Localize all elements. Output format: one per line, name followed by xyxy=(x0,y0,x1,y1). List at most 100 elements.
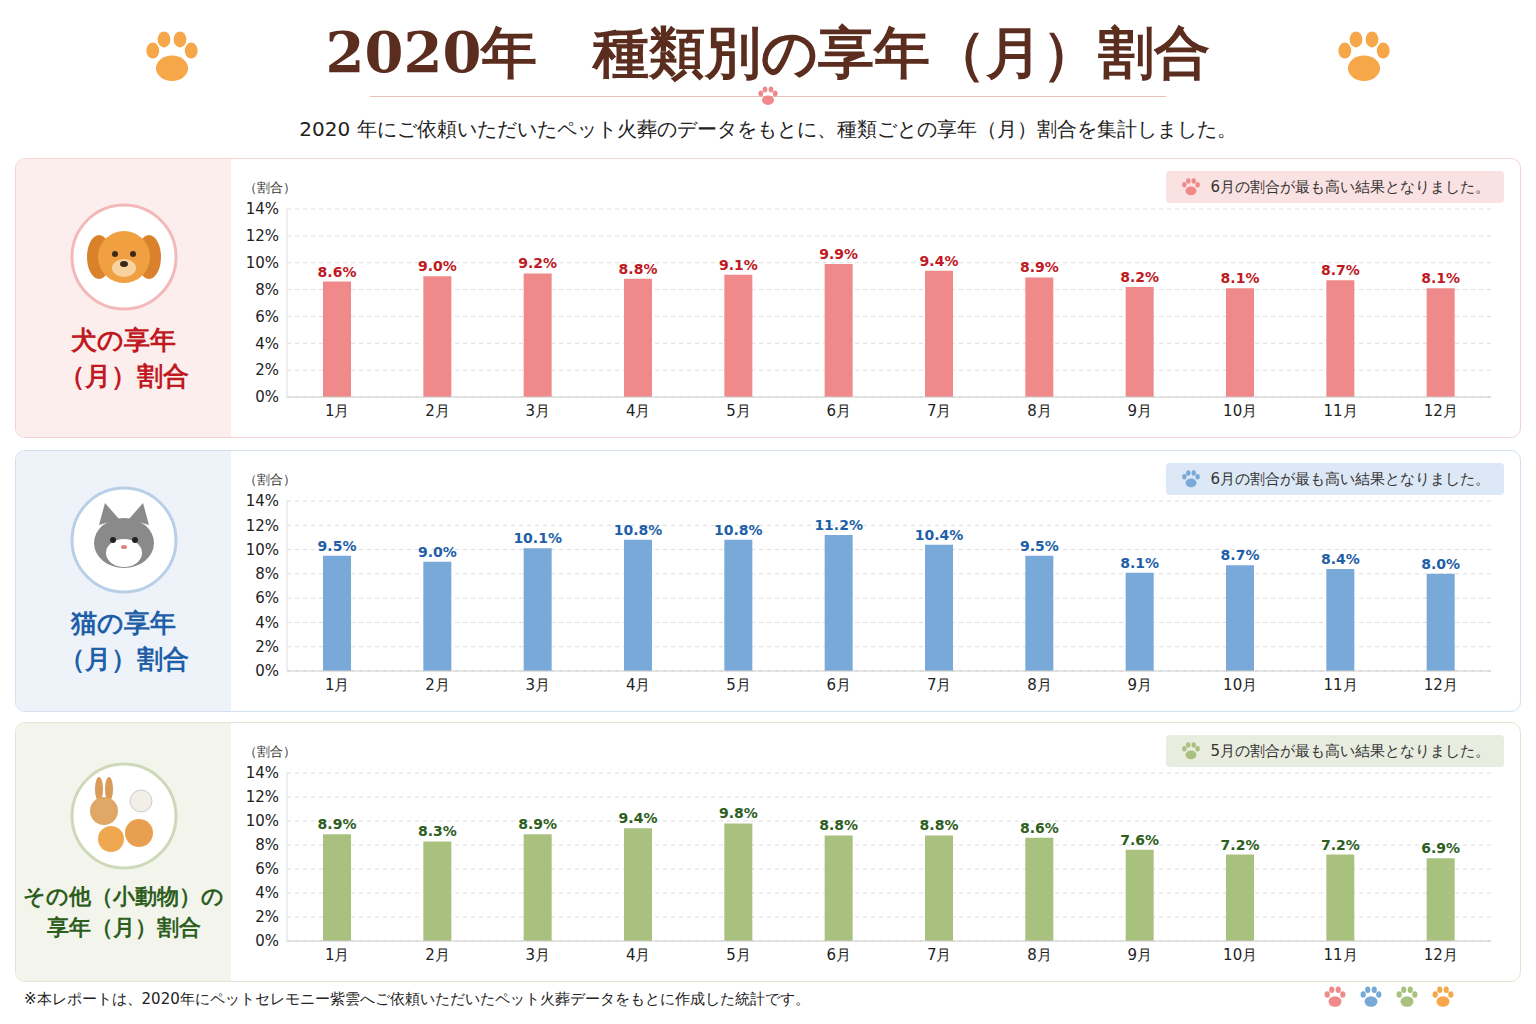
svg-text:7.2%: 7.2% xyxy=(1221,837,1260,853)
svg-text:10.8%: 10.8% xyxy=(714,522,763,538)
svg-text:9.4%: 9.4% xyxy=(920,253,959,269)
svg-text:11月: 11月 xyxy=(1323,402,1357,420)
svg-text:7.6%: 7.6% xyxy=(1120,832,1159,848)
svg-text:4月: 4月 xyxy=(626,676,651,694)
svg-text:10月: 10月 xyxy=(1223,402,1257,420)
svg-text:4月: 4月 xyxy=(626,402,651,420)
svg-text:0%: 0% xyxy=(255,932,279,950)
svg-text:8.7%: 8.7% xyxy=(1321,262,1360,278)
svg-text:6.9%: 6.9% xyxy=(1421,840,1460,856)
svg-text:9.8%: 9.8% xyxy=(719,805,758,821)
svg-text:9.2%: 9.2% xyxy=(518,255,557,271)
html-text:2020年 種類別の享年（月）割合: 2020年 種類別の享年（月）割合 xyxy=(325,19,1211,85)
svg-text:3月: 3月 xyxy=(526,402,551,420)
svg-text:12月: 12月 xyxy=(1424,676,1458,694)
svg-text:2月: 2月 xyxy=(425,402,450,420)
svg-text:14%: 14% xyxy=(246,200,279,218)
svg-text:4%: 4% xyxy=(255,614,279,632)
svg-text:8月: 8月 xyxy=(1027,402,1052,420)
svg-text:8.8%: 8.8% xyxy=(819,817,858,833)
svg-text:2%: 2% xyxy=(255,638,279,656)
svg-text:12%: 12% xyxy=(246,788,279,806)
svg-text:8.8%: 8.8% xyxy=(619,261,658,277)
svg-text:8.0%: 8.0% xyxy=(1421,556,1460,572)
svg-text:10.1%: 10.1% xyxy=(513,530,562,546)
svg-text:9.0%: 9.0% xyxy=(418,544,457,560)
svg-text:0%: 0% xyxy=(255,388,279,406)
svg-text:8.9%: 8.9% xyxy=(1020,259,1059,275)
svg-text:8.1%: 8.1% xyxy=(1120,555,1159,571)
svg-text:9月: 9月 xyxy=(1128,676,1153,694)
svg-text:10%: 10% xyxy=(246,812,279,830)
svg-text:4%: 4% xyxy=(255,335,279,353)
svg-text:8.9%: 8.9% xyxy=(318,816,357,832)
svg-text:8.1%: 8.1% xyxy=(1421,270,1460,286)
svg-text:6%: 6% xyxy=(255,860,279,878)
svg-text:5月: 5月 xyxy=(726,402,751,420)
svg-text:7月: 7月 xyxy=(927,946,952,964)
svg-text:9.9%: 9.9% xyxy=(819,246,858,262)
svg-text:6%: 6% xyxy=(255,308,279,326)
svg-text:8.7%: 8.7% xyxy=(1221,547,1260,563)
svg-text:8.2%: 8.2% xyxy=(1120,269,1159,285)
svg-text:1月: 1月 xyxy=(325,946,350,964)
svg-text:12月: 12月 xyxy=(1424,402,1458,420)
svg-text:9.5%: 9.5% xyxy=(318,538,357,554)
svg-text:8.6%: 8.6% xyxy=(318,264,357,280)
svg-text:8.6%: 8.6% xyxy=(1020,820,1059,836)
svg-text:9月: 9月 xyxy=(1128,402,1153,420)
svg-text:10月: 10月 xyxy=(1223,946,1257,964)
svg-text:8月: 8月 xyxy=(1027,946,1052,964)
svg-text:7月: 7月 xyxy=(927,676,952,694)
svg-text:0%: 0% xyxy=(255,662,279,680)
svg-text:8%: 8% xyxy=(255,836,279,854)
svg-text:1月: 1月 xyxy=(325,402,350,420)
svg-text:14%: 14% xyxy=(246,492,279,510)
svg-text:8.9%: 8.9% xyxy=(518,816,557,832)
svg-text:8.3%: 8.3% xyxy=(418,823,457,839)
svg-text:4月: 4月 xyxy=(626,946,651,964)
html-text:猫の享年（月）割合: 猫の享年（月）割合 xyxy=(58,607,189,674)
svg-text:2月: 2月 xyxy=(425,946,450,964)
svg-text:6月: 6月 xyxy=(827,402,852,420)
svg-text:12%: 12% xyxy=(246,227,279,245)
svg-text:8月: 8月 xyxy=(1027,676,1052,694)
svg-text:2%: 2% xyxy=(255,361,279,379)
svg-text:6月: 6月 xyxy=(827,946,852,964)
svg-text:12%: 12% xyxy=(246,517,279,535)
svg-text:2%: 2% xyxy=(255,908,279,926)
svg-text:11.2%: 11.2% xyxy=(814,517,863,533)
svg-text:7月: 7月 xyxy=(927,402,952,420)
html-text:その他（小動物）の享年（月）割合: その他（小動物）の享年（月）割合 xyxy=(23,883,224,940)
svg-text:10%: 10% xyxy=(246,541,279,559)
svg-text:9.1%: 9.1% xyxy=(719,257,758,273)
svg-text:3月: 3月 xyxy=(526,676,551,694)
svg-text:9.5%: 9.5% xyxy=(1020,538,1059,554)
svg-text:8%: 8% xyxy=(255,565,279,583)
svg-text:5月: 5月 xyxy=(726,676,751,694)
svg-text:8%: 8% xyxy=(255,281,279,299)
svg-text:14%: 14% xyxy=(246,764,279,782)
svg-text:8.4%: 8.4% xyxy=(1321,551,1360,567)
svg-text:11月: 11月 xyxy=(1323,946,1357,964)
svg-text:9.0%: 9.0% xyxy=(418,258,457,274)
svg-text:8.8%: 8.8% xyxy=(920,817,959,833)
svg-text:3月: 3月 xyxy=(526,946,551,964)
svg-text:10.8%: 10.8% xyxy=(614,522,663,538)
html-text:犬の享年（月）割合: 犬の享年（月）割合 xyxy=(58,324,189,391)
svg-text:10.4%: 10.4% xyxy=(915,527,964,543)
svg-text:10月: 10月 xyxy=(1223,676,1257,694)
svg-text:7.2%: 7.2% xyxy=(1321,837,1360,853)
svg-text:1月: 1月 xyxy=(325,676,350,694)
svg-text:4%: 4% xyxy=(255,884,279,902)
svg-text:8.1%: 8.1% xyxy=(1221,270,1260,286)
svg-text:12月: 12月 xyxy=(1424,946,1458,964)
svg-text:11月: 11月 xyxy=(1323,676,1357,694)
svg-text:6%: 6% xyxy=(255,589,279,607)
svg-text:2月: 2月 xyxy=(425,676,450,694)
svg-text:5月: 5月 xyxy=(726,946,751,964)
svg-text:6月: 6月 xyxy=(827,676,852,694)
svg-text:9.4%: 9.4% xyxy=(619,810,658,826)
svg-text:9月: 9月 xyxy=(1128,946,1153,964)
svg-text:10%: 10% xyxy=(246,254,279,272)
